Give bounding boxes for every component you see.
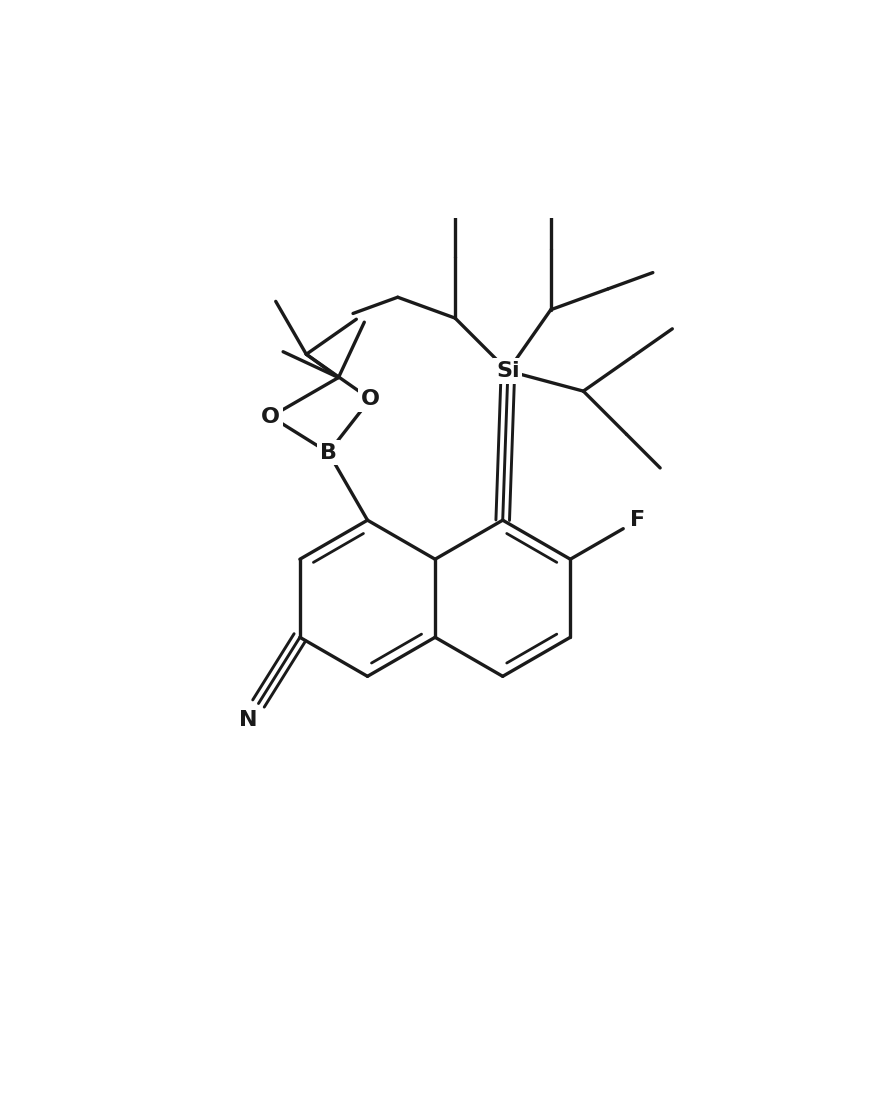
Text: O: O [361, 389, 379, 410]
Text: O: O [261, 406, 280, 426]
Text: B: B [320, 443, 337, 463]
Text: F: F [631, 510, 646, 530]
Text: N: N [239, 710, 258, 730]
Text: Si: Si [496, 361, 519, 381]
